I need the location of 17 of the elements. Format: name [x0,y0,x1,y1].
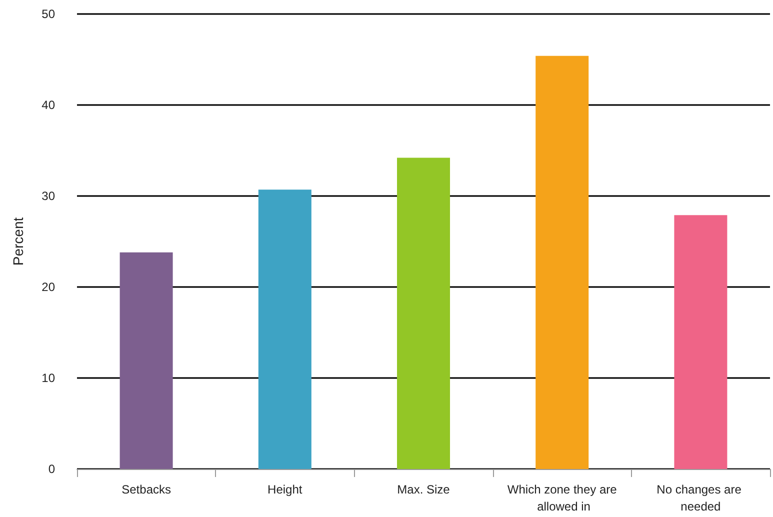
y-tick-label: 20 [42,280,56,294]
y-tick-label: 50 [42,7,56,21]
x-tick-label: Which zone they are allowed in [507,482,618,514]
bar [397,158,450,469]
bar [258,190,312,469]
y-tick-label: 40 [42,98,56,112]
bar [674,215,728,469]
bar [536,56,589,469]
y-tick-label: 30 [42,189,56,203]
y-tick-label: 10 [42,371,56,385]
x-tick-label: Setbacks [122,482,171,496]
y-tick-label: 0 [48,462,56,476]
x-tick-label: Height [268,482,303,496]
x-tick-label: No changes are needed [656,482,745,514]
x-tick-label: Max. Size [397,482,450,496]
bar [120,252,173,469]
y-axis-title: Percent [10,217,26,266]
